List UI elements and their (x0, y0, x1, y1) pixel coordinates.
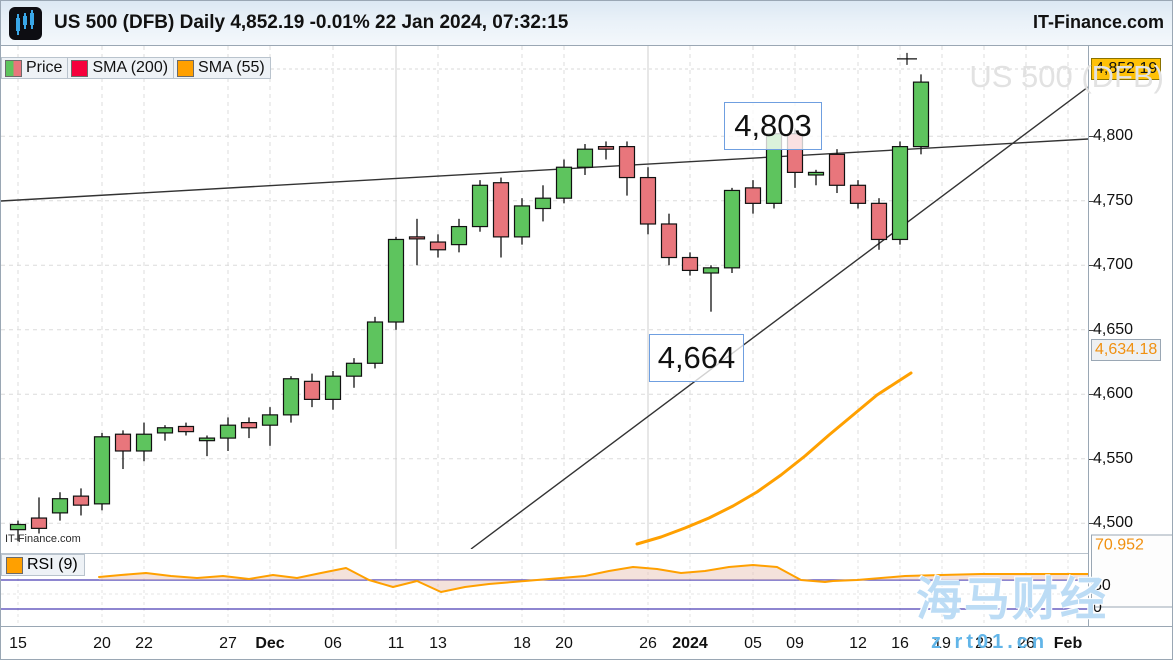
axis-tick (1089, 394, 1094, 396)
callout-4803[interactable]: 4,803 (724, 102, 822, 150)
date-tick-20: 20 (555, 635, 573, 652)
legend-item-sma200[interactable]: SMA (200) (67, 57, 175, 79)
rsi-swatch-icon (6, 556, 23, 574)
date-tick-23: 23 (975, 635, 993, 652)
date-tick-09: 09 (786, 635, 804, 652)
rsi-tick-50: 50 (1093, 577, 1111, 594)
date-tick-26: 26 (639, 635, 657, 652)
sma200-swatch-icon (71, 59, 89, 77)
date-tick-15: 15 (9, 635, 27, 652)
sma55-swatch-icon (177, 59, 195, 77)
legend-label-sma55: SMA (55) (198, 59, 265, 76)
indicator-legend: Price SMA (200) SMA (55) (1, 57, 271, 79)
candlestick-logo-icon (9, 6, 42, 40)
date-tick-16: 16 (891, 635, 909, 652)
date-tick-05: 05 (744, 635, 762, 652)
rsi-chart-svg (1, 554, 1088, 627)
date-tick-27: 27 (219, 635, 237, 652)
date-tick-19: 19 (933, 635, 951, 652)
date-tick-06: 06 (324, 635, 342, 652)
rsi-tick-0: 0 (1093, 599, 1102, 616)
callout-4664[interactable]: 4,664 (649, 334, 744, 382)
price-axis[interactable]: 4,800 4,750 4,700 4,650 4,600 4,550 4,500 4,852… (1088, 46, 1172, 626)
date-tick-12: 12 (849, 635, 867, 652)
date-tick-13: 13 (429, 635, 447, 652)
legend-label-sma200: SMA (200) (92, 59, 169, 76)
title-bar: US 500 (DFB) Daily 4,852.19 -0.01% 22 Ja… (1, 1, 1172, 46)
date-tick-Feb: Feb (1053, 635, 1083, 652)
price-tick-4750: 4,750 (1093, 191, 1134, 209)
legend-item-rsi[interactable]: RSI (9) (1, 554, 85, 576)
axis-tick (1089, 136, 1094, 138)
page-title: US 500 (DFB) Daily 4,852.19 -0.01% 22 Ja… (54, 12, 569, 33)
price-tick-4500: 4,500 (1093, 514, 1134, 532)
price-chart-svg (1, 46, 1088, 549)
brand-label: IT-Finance.com (1032, 12, 1164, 32)
current-price-badge: 4,852.19 (1091, 57, 1162, 80)
date-tick-11: 11 (387, 635, 405, 652)
provider-watermark: IT-Finance.com (5, 533, 81, 545)
rsi-value-badge: 70.952 (1091, 534, 1172, 608)
price-swatch-icon (5, 59, 22, 77)
axis-tick (1089, 329, 1094, 331)
date-tick-18: 18 (513, 635, 531, 652)
legend-label-price: Price (26, 59, 63, 76)
symbol-watermark: US 500 (DFB) (969, 59, 1164, 94)
legend-item-price[interactable]: Price (1, 57, 69, 79)
legend-item-sma55[interactable]: SMA (55) (173, 57, 271, 79)
price-tick-4650: 4,650 (1093, 320, 1134, 338)
date-tick-26: 26 (1017, 635, 1035, 652)
price-tick-4800: 4,800 (1093, 127, 1134, 145)
axis-tick (1089, 265, 1094, 267)
sma-value-badge: 4,634.18 (1091, 339, 1162, 362)
price-tick-4600: 4,600 (1093, 385, 1134, 403)
rsi-chart-panel[interactable] (1, 553, 1088, 627)
price-chart-panel[interactable] (1, 46, 1088, 549)
date-tick-20: 20 (93, 635, 111, 652)
price-tick-4700: 4,700 (1093, 256, 1134, 274)
price-tick-4550: 4,550 (1093, 449, 1134, 467)
axis-tick (1089, 523, 1094, 525)
date-tick-Dec: Dec (255, 635, 285, 652)
date-tick-22: 22 (135, 635, 153, 652)
url-watermark: z rt01.cn (931, 631, 1049, 653)
date-tick-2024: 2024 (672, 635, 708, 652)
date-axis[interactable]: 15 20 22 27 Dec 06 11 13 18 20 26 2024 05 09 12 16 19 23 2… (1, 626, 1172, 659)
axis-tick (1089, 458, 1094, 460)
legend-label-rsi: RSI (9) (27, 556, 78, 573)
cn-watermark: 海马财经 (916, 573, 1108, 625)
axis-tick (1089, 200, 1094, 202)
